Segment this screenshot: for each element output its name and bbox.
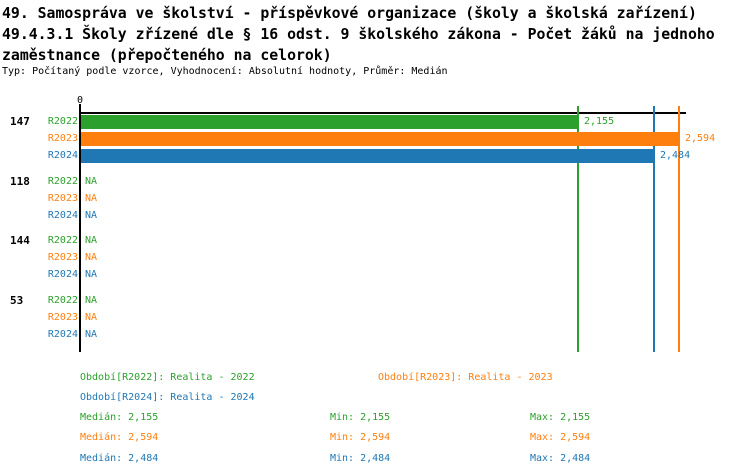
na-label: NA: [85, 295, 98, 306]
y-axis-line: [79, 104, 81, 352]
group-label-53: 53: [10, 294, 24, 307]
row-label-r2024: R2024: [47, 329, 78, 340]
legend-median-r2024: Medián: 2,484: [80, 453, 159, 464]
chart-title-line-3: zaměstnance (přepočteného na celorok): [2, 47, 332, 64]
legend-period-r2022: Období[R2022]: Realita - 2022: [80, 372, 255, 383]
row-label-r2022: R2022: [47, 295, 78, 306]
legend-min-r2023: Min: 2,594: [330, 432, 391, 443]
bar-value-label: 2,594: [685, 133, 716, 144]
legend-min-r2022: Min: 2,155: [330, 412, 391, 423]
median-line-r2023: [678, 106, 680, 352]
na-label: NA: [85, 312, 98, 323]
na-label: NA: [85, 329, 98, 340]
na-label: NA: [85, 269, 98, 280]
row-label-r2022: R2022: [47, 235, 78, 246]
legend-median-r2022: Medián: 2,155: [80, 412, 159, 423]
median-line-r2022: [577, 106, 579, 352]
na-label: NA: [85, 210, 98, 221]
row-label-r2024: R2024: [47, 210, 78, 221]
bar-value-label: 2,155: [584, 116, 615, 127]
row-label-r2023: R2023: [47, 133, 78, 144]
legend-max-r2023: Max: 2,594: [530, 432, 591, 443]
na-label: NA: [85, 193, 98, 204]
median-line-r2024: [653, 106, 655, 352]
bar-r2022-147: [81, 115, 578, 129]
bar-r2023-147: [81, 132, 679, 146]
na-label: NA: [85, 252, 98, 263]
row-label-r2022: R2022: [47, 116, 78, 127]
bar-r2024-147: [81, 149, 654, 163]
legend-median-r2023: Medián: 2,594: [80, 432, 159, 443]
legend-min-r2024: Min: 2,484: [330, 453, 391, 464]
legend-period-r2024: Období[R2024]: Realita - 2024: [80, 392, 255, 403]
na-label: NA: [85, 235, 98, 246]
row-label-r2023: R2023: [47, 312, 78, 323]
x-axis-zero-label: 0: [76, 95, 84, 106]
chart-title-line-2: 49.4.3.1 Školy zřízené dle § 16 odst. 9 …: [2, 26, 715, 43]
bar-value-label: 2,484: [660, 150, 691, 161]
row-label-r2022: R2022: [47, 176, 78, 187]
chart-title-line-1: 49. Samospráva ve školství - příspěvkové…: [2, 5, 697, 22]
chart-subtitle: Typ: Počítaný podle vzorce, Vyhodnocení:…: [2, 66, 448, 77]
row-label-r2023: R2023: [47, 193, 78, 204]
group-label-147: 147: [10, 115, 30, 128]
legend-max-r2024: Max: 2,484: [530, 453, 591, 464]
row-label-r2024: R2024: [47, 150, 78, 161]
na-label: NA: [85, 176, 98, 187]
row-label-r2024: R2024: [47, 269, 78, 280]
group-label-144: 144: [10, 234, 30, 247]
group-label-118: 118: [10, 175, 30, 188]
row-label-r2023: R2023: [47, 252, 78, 263]
x-axis-top-line: [79, 112, 686, 114]
legend-max-r2022: Max: 2,155: [530, 412, 591, 423]
legend-period-r2023: Období[R2023]: Realita - 2023: [378, 372, 553, 383]
